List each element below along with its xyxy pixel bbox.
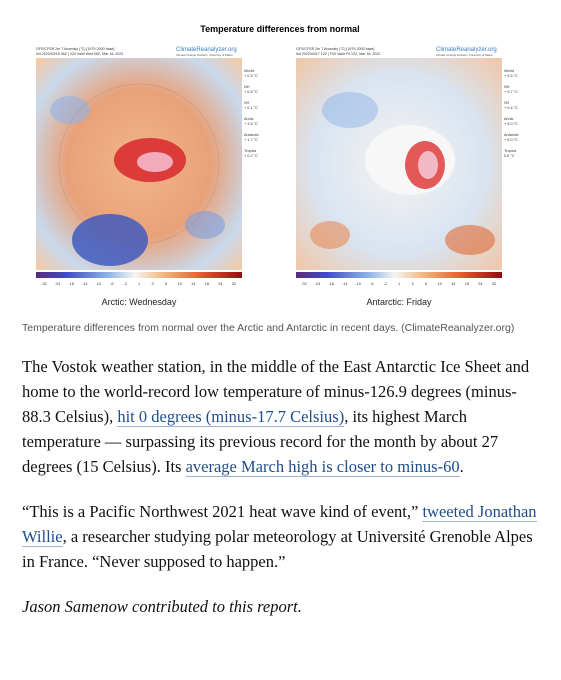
- figure-caption: Temperature differences from normal over…: [22, 322, 515, 334]
- link[interactable]: hit 0 degrees (minus-17.7 Celsius): [117, 407, 345, 427]
- stat-label: Antarctic: [504, 133, 519, 137]
- stat-label: Arctic: [244, 117, 254, 121]
- figure-title: Temperature differences from normal: [200, 24, 359, 34]
- colorbar-tick: -32: [301, 282, 307, 286]
- stat-value: + 5.0 °C: [504, 138, 518, 142]
- map-header: GFS/CFSR 2m T Anomaly (°C) [1979-2000 ba…: [296, 47, 374, 51]
- colorbar: [36, 272, 242, 278]
- text-run: The Vostok weather station, in the middl…: [22, 357, 530, 426]
- colorbar-tick: -10: [96, 282, 102, 286]
- map-header: GFS/CFSR 2m T Anomaly (°C) [1979-2000 ba…: [36, 47, 114, 51]
- text-run: , a researcher studying polar meteorolog…: [22, 527, 533, 571]
- colorbar-tick: 32: [232, 282, 236, 286]
- colorbar-tick: 18: [465, 282, 469, 286]
- colorbar-tick: -24: [315, 282, 321, 286]
- colorbar-tick: 32: [492, 282, 496, 286]
- colorbar-tick: -24: [55, 282, 61, 286]
- stat-label: World: [244, 69, 254, 73]
- colorbar-tick: 10: [178, 282, 182, 286]
- stat-value: + 0.5 °C: [244, 74, 258, 78]
- colorbar-tick: -18: [328, 282, 334, 286]
- map-institute: Climate Change Institute | University of…: [436, 53, 493, 57]
- stat-value: 0.0 °C: [504, 154, 515, 158]
- article-body: The Vostok weather station, in the middl…: [22, 354, 542, 639]
- link[interactable]: tweeted Jonathan Willie: [22, 502, 537, 547]
- paragraph: “This is a Pacific Northwest 2021 heat w…: [22, 499, 542, 574]
- colorbar-tick: -6: [370, 282, 373, 286]
- map-arctic: [36, 58, 242, 270]
- text-run: .: [459, 457, 464, 476]
- colorbar-tick: 1: [398, 282, 400, 286]
- stat-value: + 0.5 °C: [504, 74, 518, 78]
- link[interactable]: average March high is closer to minus-60: [185, 457, 460, 477]
- colorbar-tick: 3: [152, 282, 154, 286]
- colorbar-tick: 10: [438, 282, 442, 286]
- text-run: , its highest March temperature — surpas…: [22, 407, 499, 476]
- stat-label: Tropics: [504, 149, 516, 153]
- stat-value: + 0.8 °C: [244, 90, 258, 94]
- stat-value: + 3.6 °C: [244, 122, 258, 126]
- stat-value: + 0.4 °C: [504, 106, 518, 110]
- colorbar-tick: -18: [68, 282, 74, 286]
- paragraph: The Vostok weather station, in the middl…: [22, 354, 542, 479]
- colorbar-tick: 24: [478, 282, 482, 286]
- colorbar-tick: 6: [165, 282, 167, 286]
- colorbar-tick: 6: [425, 282, 427, 286]
- text-run: Jason Samenow contributed to this report…: [22, 597, 302, 616]
- stat-label: SH: [244, 101, 250, 105]
- stat-value: + 0.7 °C: [504, 90, 518, 94]
- stat-label: Arctic: [504, 117, 514, 121]
- colorbar-tick: -6: [110, 282, 113, 286]
- map-run: Init 2022/03/15 06Z | 024 Valid Wed 06Z,…: [36, 52, 123, 56]
- text-run: “This is a Pacific Northwest 2021 heat w…: [22, 502, 423, 521]
- colorbar-tick: -14: [342, 282, 348, 286]
- colorbar-tick: 14: [191, 282, 195, 286]
- stat-label: NH: [504, 85, 510, 89]
- stat-value: + 1.7 °C: [244, 138, 258, 142]
- stat-label: NH: [244, 85, 250, 89]
- map-brand: ClimateReanalyzer.org: [176, 47, 237, 53]
- colorbar-tick: -2: [384, 282, 387, 286]
- map-brand: ClimateReanalyzer.org: [436, 47, 497, 53]
- stat-label: World: [504, 69, 514, 73]
- figure: Temperature differences from normal GFS/…: [36, 24, 519, 307]
- stat-label: SH: [504, 101, 510, 105]
- stat-label: Antarctic: [244, 133, 259, 137]
- colorbar-tick: -2: [124, 282, 127, 286]
- map-run: Init 2022/03/17 12Z | F00 Valid Fri 12Z,…: [296, 52, 380, 56]
- colorbar-tick: 1: [138, 282, 140, 286]
- colorbar-tick: 24: [218, 282, 222, 286]
- map-institute: Climate Change Institute | University of…: [176, 53, 233, 57]
- paragraph: Jason Samenow contributed to this report…: [22, 594, 542, 619]
- stat-value: + 0.2 °C: [244, 154, 258, 158]
- colorbar-tick: 14: [451, 282, 455, 286]
- colorbar-tick: 18: [205, 282, 209, 286]
- map-antarctic: [296, 58, 502, 270]
- panel-caption: Antarctic: Friday: [366, 297, 432, 307]
- colorbar-tick: 3: [412, 282, 414, 286]
- stat-value: + 0.1 °C: [244, 106, 258, 110]
- stat-label: Tropics: [244, 149, 256, 153]
- colorbar: [296, 272, 502, 278]
- colorbar-tick: -10: [356, 282, 362, 286]
- colorbar-tick: -32: [41, 282, 47, 286]
- colorbar-tick: -14: [82, 282, 88, 286]
- panel-caption: Arctic: Wednesday: [102, 297, 177, 307]
- stat-value: + 3.0 °C: [504, 122, 518, 126]
